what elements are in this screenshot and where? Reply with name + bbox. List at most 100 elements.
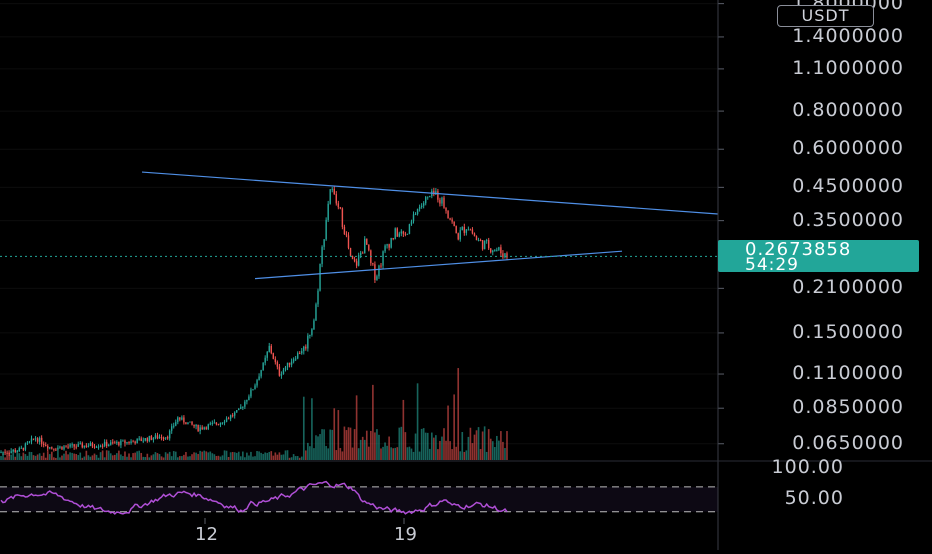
volume-bar (81, 457, 84, 460)
candle-body (130, 441, 132, 444)
candle-body (347, 235, 350, 248)
volume-bar (136, 451, 138, 460)
volume-bar (213, 454, 216, 460)
candle-body (402, 231, 405, 234)
volume-bar (187, 456, 189, 460)
volume-bar (237, 451, 240, 460)
volume-bar (471, 443, 474, 460)
candle-body (406, 233, 409, 235)
candle-body (416, 208, 419, 215)
y-tick-label: 0.6000000 (792, 137, 904, 160)
candle-body (311, 329, 313, 335)
volume-bar (235, 452, 238, 460)
volume-bar (93, 453, 96, 460)
candle-body (97, 446, 100, 448)
trendlines (0, 171, 719, 280)
volume-bar (40, 455, 43, 460)
candle-body (325, 219, 327, 240)
candle-body (158, 437, 161, 439)
volume-bar (276, 454, 279, 460)
candle-body (481, 240, 484, 250)
candle-body (500, 247, 502, 254)
candle-body (284, 367, 287, 370)
candle-body (47, 445, 49, 449)
candle-body (89, 443, 92, 446)
candle-body (120, 440, 122, 446)
candle-body (108, 444, 110, 447)
volume-bar (223, 450, 226, 460)
candle-body (112, 442, 114, 444)
candle-body (233, 412, 236, 416)
quote-unit-badge[interactable]: USDT (777, 5, 874, 27)
volume-bar (264, 452, 266, 460)
volume-bar (365, 430, 368, 460)
candle-body (445, 207, 447, 211)
current-price-marker: 0.2673858 54:29 (718, 239, 919, 275)
volume-bar (18, 453, 21, 460)
volume-bar (398, 427, 401, 460)
candle-body (170, 426, 173, 431)
volume-bar (217, 455, 220, 460)
candle-body (420, 205, 423, 207)
volume-bar (233, 452, 236, 460)
candle-body (504, 253, 506, 258)
volume-bar (491, 441, 494, 460)
candle-body (487, 240, 490, 249)
volume-bar (455, 446, 457, 460)
y-tick-label: 0.4500000 (792, 175, 904, 198)
candle-body (95, 446, 98, 448)
candle-body (79, 443, 81, 445)
candle-body (248, 396, 250, 401)
volume-bar (79, 452, 82, 460)
candle-body (213, 422, 216, 424)
volume-bar (412, 451, 415, 460)
volume-bar (504, 448, 506, 460)
volume-bar (20, 456, 23, 460)
y-tick-label: 0.0650000 (792, 431, 904, 454)
candle-body (410, 221, 413, 225)
candle-body (359, 252, 362, 256)
candle-body (453, 221, 455, 227)
candle-body (93, 446, 96, 448)
volume-bar (38, 453, 41, 460)
candle-body (296, 353, 299, 359)
volume-bar (231, 451, 234, 460)
volume-bar (107, 450, 110, 460)
volume-bar (502, 441, 504, 460)
volume-bar (148, 457, 151, 460)
volume-bar (229, 452, 232, 460)
candle-body (449, 218, 451, 220)
volume-bar (12, 450, 15, 460)
candle-body (183, 417, 185, 423)
candle-body (282, 369, 285, 374)
candle-body (154, 435, 157, 439)
candle-body (26, 442, 29, 444)
candle-body (30, 438, 33, 442)
volume-bar (400, 426, 403, 460)
y-tick-label: 0.8000000 (792, 99, 904, 122)
candle-body (91, 443, 94, 447)
volume-bar (447, 405, 449, 460)
volume-bar (392, 448, 395, 460)
volume-bar (282, 454, 285, 460)
volume-bar (179, 456, 181, 460)
candle-body (221, 422, 224, 424)
volume-bar (498, 440, 500, 460)
volume-bar (437, 449, 439, 460)
volume-bar (374, 432, 376, 460)
candle-body (353, 259, 356, 262)
candle-body (203, 427, 205, 430)
candle-body (73, 444, 75, 447)
bar-countdown: 54:29 (745, 255, 799, 275)
volume-bar (477, 427, 480, 460)
candle-body (498, 247, 500, 250)
candle-body (490, 248, 492, 253)
candle-body (65, 446, 67, 448)
volume-bar (160, 456, 163, 460)
candle-body (390, 237, 392, 248)
x-tick-label: 12 (195, 524, 218, 545)
rsi-band-fill (0, 486, 718, 512)
volume-bar (146, 453, 149, 460)
